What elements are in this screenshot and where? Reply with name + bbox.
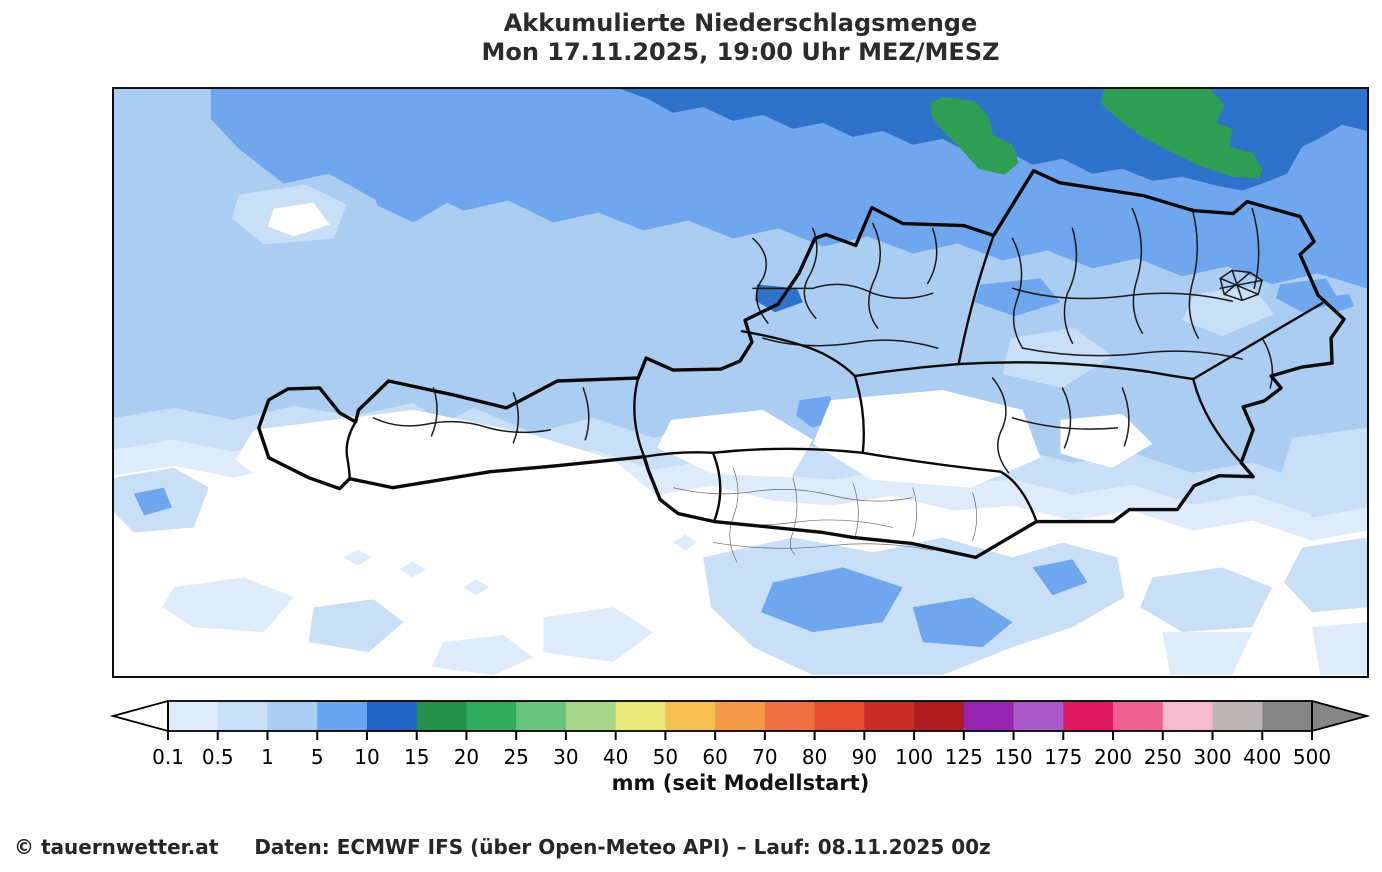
colorbar-segment bbox=[764, 701, 816, 731]
colorbar-tick-label: 5 bbox=[311, 745, 324, 769]
colorbar-unit-label: mm (seit Modellstart) bbox=[611, 771, 870, 795]
footer-copyright: © tauernwetter.at bbox=[14, 835, 219, 859]
map-frame bbox=[112, 87, 1369, 678]
colorbar-segment bbox=[864, 701, 915, 731]
chart-title: Akkumulierte Niederschlagsmenge Mon 17.1… bbox=[113, 9, 1368, 67]
colorbar-tick-label: 400 bbox=[1243, 745, 1281, 769]
precipitation-map bbox=[114, 89, 1367, 676]
footer-data-source: Daten: ECMWF IFS (über Open-Meteo API) –… bbox=[254, 835, 991, 859]
colorbar-outline bbox=[167, 700, 1313, 732]
colorbar-segment bbox=[1262, 701, 1313, 731]
colorbar-segment bbox=[914, 701, 965, 731]
scattered-cells-south bbox=[114, 427, 1367, 676]
colorbar: 0.1 0.5 1 5 10 15 20 25 30 40 50 60 70 80 90 100 125 150 1… bbox=[0, 690, 1382, 772]
colorbar-segment bbox=[1162, 701, 1214, 731]
colorbar-tick-label: 10 bbox=[354, 745, 379, 769]
colorbar-segment bbox=[1113, 701, 1164, 731]
colorbar-tick-label: 175 bbox=[1044, 745, 1082, 769]
colorbar-tick-label: 60 bbox=[702, 745, 727, 769]
colorbar-segment bbox=[366, 701, 418, 731]
pale-streaks-nw bbox=[231, 184, 1275, 388]
colorbar-segment bbox=[565, 701, 617, 731]
colorbar-segment bbox=[814, 701, 865, 731]
colorbar-tick-label: 20 bbox=[454, 745, 479, 769]
colorbar-tick-label: 500 bbox=[1293, 745, 1331, 769]
colorbar-segment bbox=[1063, 701, 1114, 731]
colorbar-segment bbox=[168, 701, 219, 731]
colorbar-tick-label: 200 bbox=[1094, 745, 1132, 769]
colorbar-segment bbox=[466, 701, 517, 731]
colorbar-tick-label: 80 bbox=[802, 745, 827, 769]
colorbar-tick-label: 1 bbox=[261, 745, 274, 769]
colorbar-segment bbox=[516, 701, 567, 731]
state-borders bbox=[345, 234, 1324, 523]
colorbar-tick-label: 0.5 bbox=[202, 745, 234, 769]
footer: © tauernwetter.at Daten: ECMWF IFS (über… bbox=[14, 835, 991, 859]
colorbar-tick-label: 15 bbox=[404, 745, 429, 769]
colorbar-segment bbox=[1212, 701, 1263, 731]
colorbar-under-arrow bbox=[109, 699, 169, 733]
vienna-districts bbox=[1219, 269, 1263, 302]
colorbar-segment bbox=[317, 701, 368, 731]
austria-outline bbox=[257, 169, 1346, 560]
colorbar-tick-label: 0.1 bbox=[152, 745, 184, 769]
colorbar-tick-label: 300 bbox=[1193, 745, 1231, 769]
colorbar-tick-label: 125 bbox=[945, 745, 983, 769]
colorbar-tick-label: 90 bbox=[852, 745, 877, 769]
colorbar-segment bbox=[963, 701, 1015, 731]
colorbar-segment bbox=[1013, 701, 1064, 731]
colorbar-tick-label: 250 bbox=[1144, 745, 1182, 769]
colorbar-tick-label: 50 bbox=[653, 745, 678, 769]
chart-title-line2: Mon 17.11.2025, 19:00 Uhr MEZ/MESZ bbox=[481, 38, 1000, 66]
colorbar-tick-label: 30 bbox=[553, 745, 578, 769]
colorbar-tick-label: 150 bbox=[994, 745, 1032, 769]
colorbar-tick-label: 40 bbox=[603, 745, 628, 769]
colorbar-segment bbox=[665, 701, 716, 731]
colorbar-tick-label: 70 bbox=[752, 745, 777, 769]
precip-local-cells bbox=[365, 143, 1355, 428]
colorbar-tick-label: 100 bbox=[895, 745, 933, 769]
colorbar-segment bbox=[416, 701, 468, 731]
colorbar-svg: 0.1 0.5 1 5 10 15 20 25 30 40 50 60 70 80 90 100 125 150 1… bbox=[109, 699, 1371, 769]
colorbar-over-arrow bbox=[1311, 699, 1371, 733]
precip-band-15-green bbox=[929, 89, 1263, 179]
district-borders bbox=[372, 207, 1274, 474]
colorbar-segment bbox=[715, 701, 766, 731]
colorbar-tick-label: 25 bbox=[503, 745, 528, 769]
colorbar-segment bbox=[267, 701, 318, 731]
colorbar-segment bbox=[615, 701, 666, 731]
colorbar-segment bbox=[217, 701, 269, 731]
chart-title-line1: Akkumulierte Niederschlagsmenge bbox=[503, 9, 978, 37]
